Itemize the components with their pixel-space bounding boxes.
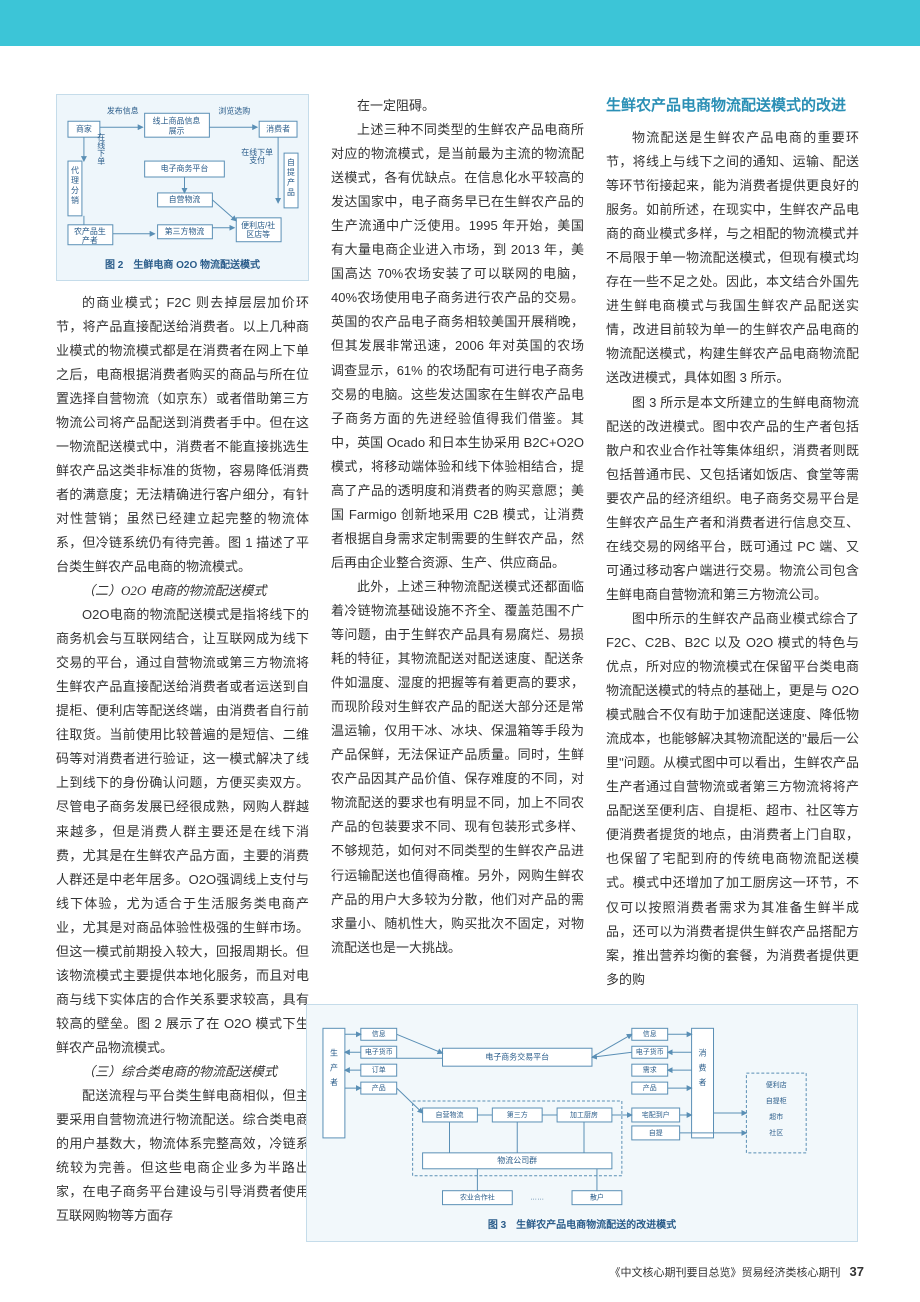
fig2-pick-1: 自 (287, 157, 295, 167)
fig3-home: 宅配到户 (642, 1110, 670, 1119)
col1-p1: 的商业模式；F2C 则去掉层层加价环节，将产品直接配送给消费者。以上几种商业模式… (56, 291, 309, 580)
fig3-info-r: 信息 (643, 1029, 657, 1038)
fig3-money-r: 电子货币 (636, 1047, 664, 1056)
col2-p1: 在一定阻碍。 (331, 94, 584, 118)
col3-p1: 物流配送是生鲜农产品电商的重要环节，将线上与线下之间的通知、运输、配送等环节衔接… (606, 126, 859, 391)
fig3-cons-3: 者 (699, 1078, 707, 1087)
fig2-order: 在线下单 (97, 132, 106, 166)
col1-sub2: （三）综合类电商的物流配送模式 (56, 1060, 309, 1084)
footer-text: 《中文核心期刊要目总览》贸易经济类核心期刊 (609, 1267, 840, 1279)
fig3-own: 自营物流 (436, 1110, 464, 1119)
column-3: 生鲜农产品电商物流配送模式的改进 物流配送是生鲜农产品电商的重要环节，将线上与线… (606, 94, 859, 1242)
fig3-coop: 农业合作社 (460, 1192, 495, 1201)
fig2-conv-2: 区店等 (246, 229, 270, 239)
fig3-scatter: 散户 (590, 1192, 604, 1201)
fig3-r2: 自提柜 (766, 1096, 787, 1105)
fig2-own-2: 理 (71, 176, 79, 185)
col1-p3: 配送流程与平台类生鲜电商相似，但主要采用自营物流进行物流配送。综合类电商的用户基… (56, 1084, 309, 1228)
fig3-money-l: 电子货币 (365, 1047, 393, 1056)
fig2-own-3: 分 (71, 186, 79, 195)
fig3-prod-2: 产 (330, 1062, 338, 1072)
fig3-prod-1: 生 (330, 1047, 338, 1057)
page-content: 商家 发布信息 线上商品信息 展示 浏览选购 消费者 在线下单 电子商务平台 在… (0, 46, 920, 1262)
fig3-cons-2: 费 (699, 1062, 707, 1072)
fig2-consumer: 消费者 (266, 123, 290, 133)
fig3-platform: 电子商务交易平台 (485, 1051, 549, 1061)
fig3-logco: 物流公司群 (497, 1155, 537, 1165)
fig3-req-r: 需求 (643, 1065, 657, 1074)
fig2-pay-2: 支付 (249, 155, 265, 165)
col3-p3: 图中所示的生鲜农产品商业模式综合了 F2C、C2B、B2C 以及 O2O 模式的… (606, 607, 859, 992)
page-footer: 《中文核心期刊要目总览》贸易经济类核心期刊 37 (609, 1264, 864, 1280)
header-bar (0, 0, 920, 46)
fig3-kitchen: 加工厨房 (570, 1110, 598, 1119)
fig2-producer-2: 产者 (82, 235, 98, 245)
col1-sub1: （二）O2O 电商的物流配送模式 (56, 579, 309, 603)
col1-p2: O2O电商的物流配送模式是指将线下的商务机会与互联网结合，让互联网成为线下交易的… (56, 603, 309, 1060)
fig2-pick-4: 品 (287, 188, 295, 197)
figure-3-caption: 图 3 生鲜农产品电商物流配送的改进模式 (313, 1217, 851, 1236)
fig2-own-4: 销 (71, 195, 79, 205)
fig2-conv-1: 便利店/社 (241, 220, 275, 230)
col2-p3: 此外，上述三种物流配送模式还都面临着冷链物流基础设施不齐全、覆盖范围不广等问题，… (331, 575, 584, 960)
figure-3: 生 产 者 信息 电子货币 订单 产品 电子商务交易平台 (306, 1004, 858, 1243)
fig2-display-1: 线上商品信息 (153, 115, 201, 125)
fig2-browse: 浏览选购 (218, 105, 250, 115)
fig3-info-l: 信息 (372, 1029, 386, 1038)
col2-p2: 上述三种不同类型的生鲜农产品电商所对应的物流模式，是当前最为主流的物流配送模式，… (331, 118, 584, 575)
fig2-info: 发布信息 (107, 105, 139, 115)
section-title: 生鲜农产品电商物流配送模式的改进 (606, 94, 859, 118)
fig2-display-2: 展示 (169, 126, 185, 135)
fig3-third: 第三方 (507, 1110, 528, 1119)
fig2-third: 第三方物流 (165, 226, 205, 236)
figure-2-diagram: 商家 发布信息 线上商品信息 展示 浏览选购 消费者 在线下单 电子商务平台 在… (63, 103, 302, 253)
fig2-platform: 电子商务平台 (161, 163, 209, 173)
fig3-r1: 便利店 (766, 1080, 787, 1089)
column-1: 商家 发布信息 线上商品信息 展示 浏览选购 消费者 在线下单 电子商务平台 在… (56, 94, 309, 1242)
fig3-prod-3: 者 (330, 1078, 338, 1087)
figure-2-caption: 图 2 生鲜电商 O2O 物流配送模式 (63, 257, 302, 276)
fig3-r4: 社区 (769, 1127, 783, 1136)
fig2-own-1: 代 (71, 165, 79, 175)
fig2-producer-1: 农产品生 (74, 226, 106, 236)
col3-p2: 图 3 所示是本文所建立的生鲜电商物流配送的改进模式。图中农产品的生产者包括散户… (606, 391, 859, 607)
fig3-prodr: 产品 (643, 1083, 657, 1092)
figure-2: 商家 发布信息 线上商品信息 展示 浏览选购 消费者 在线下单 电子商务平台 在… (56, 94, 309, 281)
fig2-buyer: 商家 (76, 123, 92, 133)
fig3-cons-1: 消 (699, 1047, 707, 1057)
fig3-order-l: 订单 (372, 1065, 386, 1074)
fig3-pickup: 自提 (649, 1127, 663, 1136)
fig3-r3: 超市 (769, 1112, 783, 1121)
fig2-pick-3: 产 (287, 177, 295, 187)
fig2-pick-2: 提 (287, 167, 295, 177)
fig2-self-logistics: 自营物流 (169, 194, 201, 204)
fig3-prod-l: 产品 (372, 1083, 386, 1092)
figure-3-diagram: 生 产 者 信息 电子货币 订单 产品 电子商务交易平台 (313, 1013, 851, 1213)
fig3-dots: …… (530, 1194, 544, 1201)
page-number: 37 (850, 1264, 864, 1279)
